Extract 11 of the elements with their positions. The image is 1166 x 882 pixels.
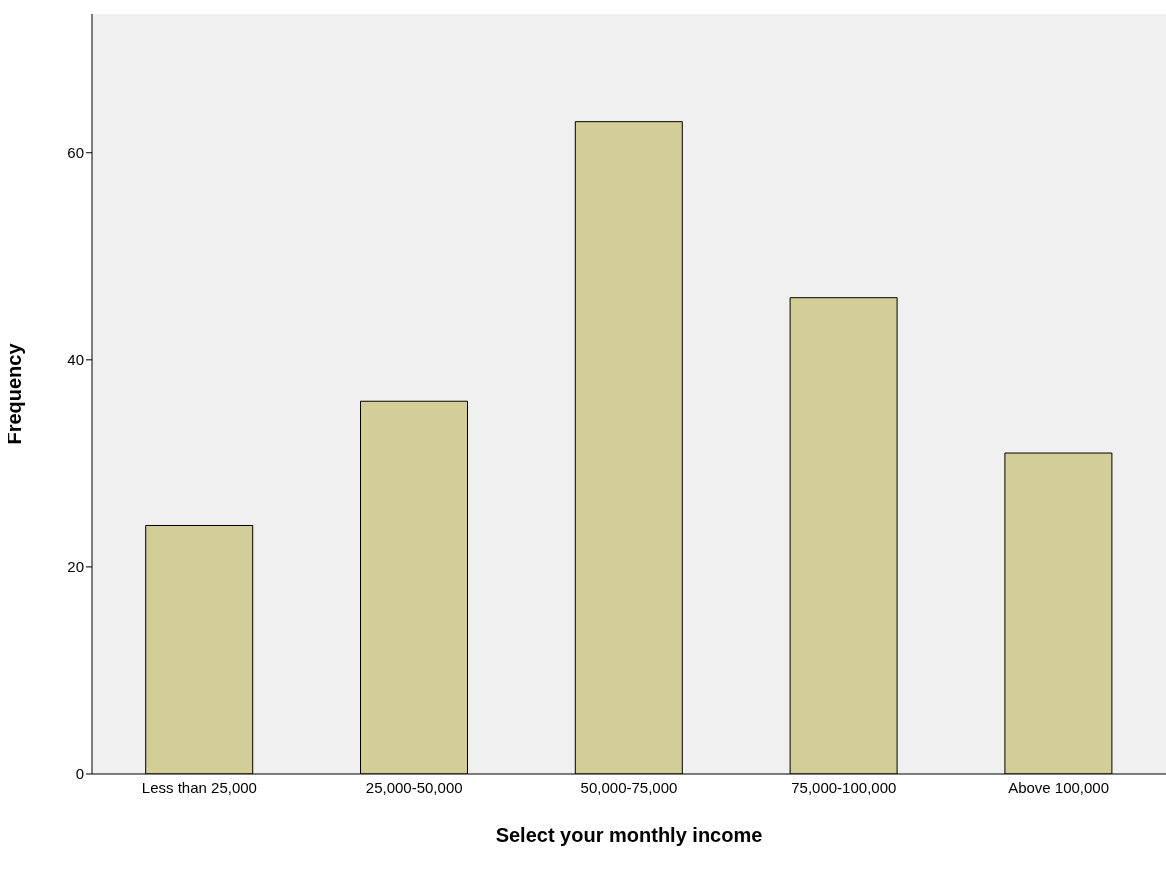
y-tick-label: 40 xyxy=(67,351,84,369)
y-tick-label: 20 xyxy=(67,558,84,576)
x-tick-label: Less than 25,000 xyxy=(141,778,257,796)
x-tick-label: 50,000-75,000 xyxy=(580,778,678,796)
x-axis-title: Select your monthly income xyxy=(495,824,763,846)
x-tick-label: Above 100,000 xyxy=(1008,778,1110,796)
x-tick-label: 25,000-50,000 xyxy=(365,778,463,796)
y-axis-title: Frequency xyxy=(3,342,26,445)
y-tick-label: 60 xyxy=(67,144,84,162)
y-tick-label: 0 xyxy=(75,765,84,783)
x-tick-label: 75,000-100,000 xyxy=(791,778,897,796)
